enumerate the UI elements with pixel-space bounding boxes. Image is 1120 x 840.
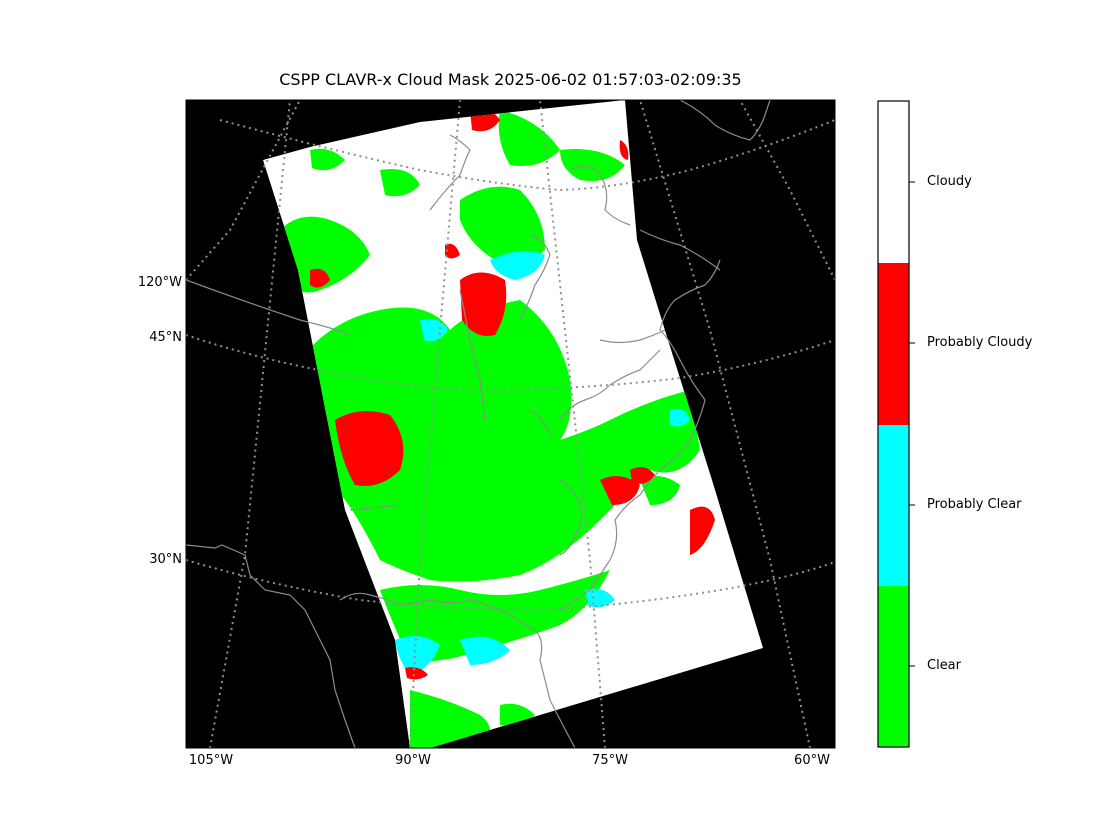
- colorbar-clear: [878, 586, 909, 747]
- lon-label-75w: 75°W: [592, 753, 628, 768]
- lon-label-120w: 120°W: [137, 275, 182, 290]
- map-title: CSPP CLAVR-x Cloud Mask 2025-06-02 01:57…: [279, 70, 742, 89]
- lon-label-90w: 90°W: [395, 753, 431, 768]
- colorbar: [877, 100, 915, 748]
- legend-label-probably-clear: Probably Clear: [927, 497, 1022, 512]
- colorbar-cloudy: [878, 101, 909, 263]
- map-area: [186, 100, 835, 748]
- colorbar-probably-clear: [878, 425, 909, 586]
- lat-label-30n: 30°N: [149, 552, 182, 567]
- lat-label-45n: 45°N: [149, 330, 182, 345]
- colorbar-probably-cloudy: [878, 263, 909, 425]
- lon-label-105w: 105°W: [188, 753, 234, 768]
- coastlines: [186, 100, 771, 748]
- colorbar-frame: [877, 100, 910, 748]
- map-frame: [185, 99, 836, 749]
- legend-label-probably-cloudy: Probably Cloudy: [927, 335, 1033, 350]
- graticule: [186, 100, 835, 748]
- lon-label-60w: 60°W: [794, 753, 830, 768]
- legend-label-cloudy: Cloudy: [927, 174, 972, 189]
- legend-label-clear: Clear: [927, 658, 961, 673]
